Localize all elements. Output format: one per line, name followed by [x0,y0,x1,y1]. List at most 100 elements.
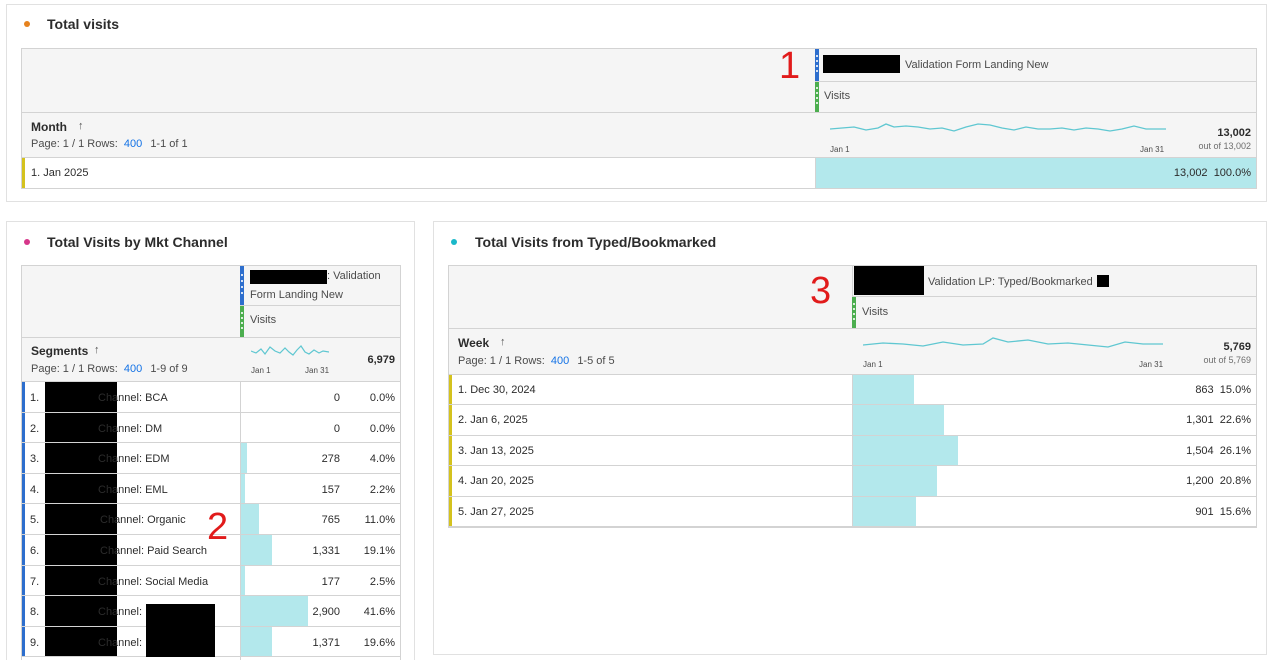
panel-total-visits: Total visits Validation Form Landing New… [6,4,1267,202]
row-label: 5. Jan 27, 2025 [458,505,534,518]
column-total: 6,979 [367,354,395,366]
segment-column-header[interactable]: Validation LP: Typed/Bookmarked [928,275,1109,288]
metric-drag-handle[interactable] [815,82,819,112]
table-row[interactable]: 1. Dec 30, 2024 863 15.0% [449,375,1256,406]
metric-drag-handle[interactable] [240,306,244,337]
table-row[interactable]: 5. Channel: Organic 765 11.0% [22,504,400,535]
dimension-header[interactable]: Segments [31,344,89,358]
row-number: 6. [30,545,40,557]
table-row[interactable]: 3. Jan 13, 2025 1,504 26.1% [449,435,1256,467]
metric-column-header[interactable]: Visits [862,306,889,318]
row-label: Channel: Organic [100,514,186,527]
redacted-block [45,412,117,443]
table-row[interactable]: 2. Channel: DM 0 0.0% [22,412,400,444]
row-percent: 19.1% [363,545,395,557]
sort-arrow-icon[interactable]: ↑ [500,336,506,348]
row-label: 4. Jan 20, 2025 [458,475,534,488]
table-row[interactable]: 1. Jan 2025 13,002 100.0% [22,158,1256,188]
page-info: Page: 1 / 1 Rows: [31,363,118,375]
rows-per-page-select[interactable]: 400 [123,138,143,150]
column-total-out-of: out of 5,769 [1203,355,1251,365]
column-total: 5,769 [1223,341,1251,353]
row-bar [241,473,245,504]
row-number: 7. [30,575,40,588]
row-value: 2,900 [312,606,340,619]
row-range: 1-1 of 1 [150,138,188,150]
panel-visits-typed-bookmarked: Total Visits from Typed/Bookmarked Valid… [433,221,1267,655]
row-label: Channel: Social Media [98,575,209,588]
metric-column-header[interactable]: Visits [250,314,277,326]
segment-column-header[interactable]: Validation Form Landing New [905,59,1049,71]
pagination: Page: 1 / 1 Rows: 400 1-1 of 1 [31,138,188,150]
sparkline [251,345,329,356]
table-row[interactable]: 5. Jan 27, 2025 901 15.6% [449,496,1256,527]
row-value: 278 [321,453,340,466]
pagination: Page: 1 / 1 Rows: 400 1-5 of 5 [458,355,615,367]
row-percent: 2.2% [369,483,395,496]
metric-column-header[interactable]: Visits [824,90,851,102]
row-value: 1,331 [312,545,340,557]
row-bar [241,504,259,534]
sparkline-end-label: Jan 31 [1139,360,1164,369]
row-percent: 41.6% [363,606,395,619]
segment-column-header[interactable]: : Validation [327,270,381,282]
table-row[interactable]: 6. Channel: Paid Search 1,331 19.1% [22,535,400,566]
freeform-table: : Validation Form Landing New Visits Seg… [21,265,401,660]
panel-title: Total Visits from Typed/Bookmarked [475,234,717,250]
page-info: Page: 1 / 1 Rows: [31,138,118,150]
dimension-header[interactable]: Month [31,120,67,134]
table-row[interactable]: 4. Channel: EML 157 2.2% [22,473,400,505]
redacted-block [854,266,924,295]
table-row[interactable]: 2. Jan 6, 2025 1,301 22.6% [449,405,1256,436]
redacted-block [250,270,327,284]
dimension-header[interactable]: Week [458,336,490,350]
row-label: 1. Dec 30, 2024 [458,384,536,396]
redacted-block [823,55,900,73]
panel-dot-icon [24,21,30,27]
row-number: 3. [30,453,40,466]
sparkline-start-label: Jan 1 [830,145,850,154]
row-label: Channel: DM [98,422,163,435]
annotation-number: 1 [779,45,801,87]
row-label: 3. Jan 13, 2025 [458,444,534,457]
row-number: 1. [30,392,40,404]
row-value: 1,371 [312,636,340,649]
rows-per-page-select[interactable]: 400 [550,355,570,367]
rows-per-page-select[interactable]: 400 [123,363,143,375]
metric-drag-handle[interactable] [852,297,856,328]
row-bar [241,626,272,657]
redacted-block [45,382,117,412]
redacted-block [45,626,117,657]
row-value: 1,301 22.6% [1186,414,1251,427]
row-value: 177 [321,575,340,588]
column-total-out-of: out of 13,002 [1198,141,1251,151]
sort-arrow-icon[interactable]: ↑ [94,344,100,356]
segment-column-header-line2[interactable]: Form Landing New [250,289,343,301]
row-bar [241,596,308,626]
row-bar [816,158,1256,188]
row-label: 1. Jan 2025 [31,167,89,179]
redacted-block [45,473,117,504]
table-row[interactable]: 7. Channel: Social Media 177 2.5% [22,565,400,597]
row-value: 863 15.0% [1195,384,1251,396]
table-body: 1. Dec 30, 2024 863 15.0% 2. Jan 6, 2025 1,… [449,375,1256,527]
segment-drag-handle[interactable] [240,266,244,305]
row-bar [853,375,914,405]
sort-arrow-icon[interactable]: ↑ [78,120,84,132]
table-row[interactable]: 4. Jan 20, 2025 1,200 20.8% [449,466,1256,497]
table-row[interactable]: 3. Channel: EDM 278 4.0% [22,443,400,474]
row-percent: 19.6% [363,636,395,649]
row-bar [241,535,272,565]
row-number: 9. [30,636,40,649]
row-percent: 0.0% [369,392,395,404]
row-label: 2. Jan 6, 2025 [458,414,528,427]
redacted-block [146,604,215,658]
row-label: Channel: BCA [98,392,168,404]
segment-drag-handle[interactable] [815,49,819,81]
annotation-number: 3 [810,270,832,312]
sparkline-end-label: Jan 31 [305,366,330,375]
redacted-block [45,504,117,534]
panel-visits-by-channel: Total Visits by Mkt Channel : Validation… [6,221,415,660]
row-range: 1-5 of 5 [577,355,615,367]
table-row[interactable]: 1. Channel: BCA 0 0.0% [22,382,400,413]
